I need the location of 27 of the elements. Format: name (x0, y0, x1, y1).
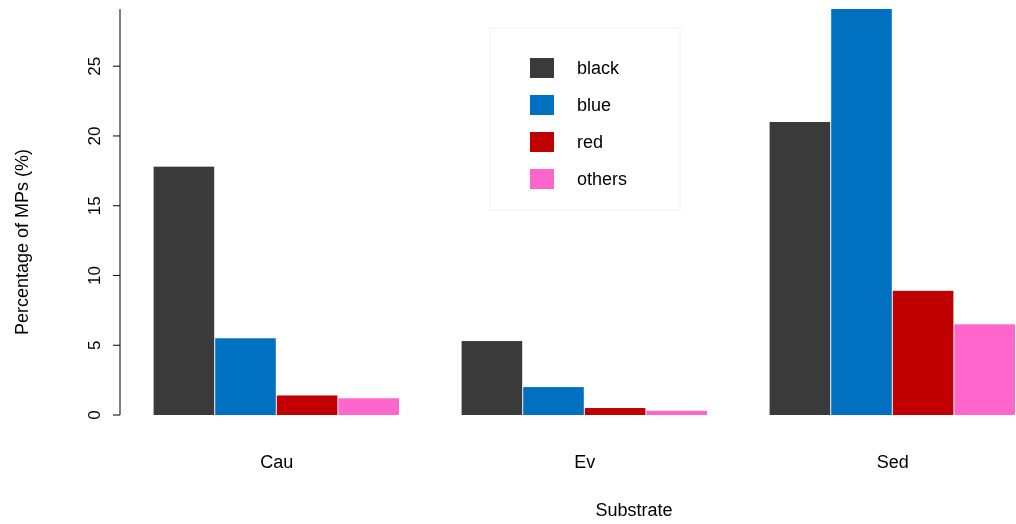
y-tick-label: 0 (85, 410, 104, 420)
x-tick-label: Cau (260, 452, 294, 472)
bar (153, 166, 215, 415)
bar (338, 398, 399, 415)
bar (769, 122, 831, 415)
legend-label: blue (577, 95, 612, 115)
bar (584, 408, 646, 415)
bar (892, 290, 954, 415)
x-axis-title: Substrate (595, 500, 673, 520)
bar (646, 410, 707, 415)
bar (461, 341, 523, 415)
y-tick-label: 15 (85, 196, 104, 216)
bar (523, 387, 584, 415)
legend-label: black (577, 58, 621, 78)
y-tick-label: 10 (85, 266, 104, 285)
y-tick-label: 20 (85, 126, 104, 146)
legend-label: red (577, 132, 604, 152)
x-tick-label: Ev (574, 452, 596, 472)
y-tick-label: 5 (85, 340, 104, 350)
bar (276, 395, 338, 415)
y-tick-label: 25 (85, 56, 104, 76)
bar (954, 324, 1015, 415)
legend-label: others (577, 169, 628, 189)
x-tick-label: Sed (876, 452, 909, 472)
bar (215, 338, 276, 415)
bar (831, 9, 892, 415)
y-axis-title: Percentage of MPs (%) (12, 148, 32, 336)
